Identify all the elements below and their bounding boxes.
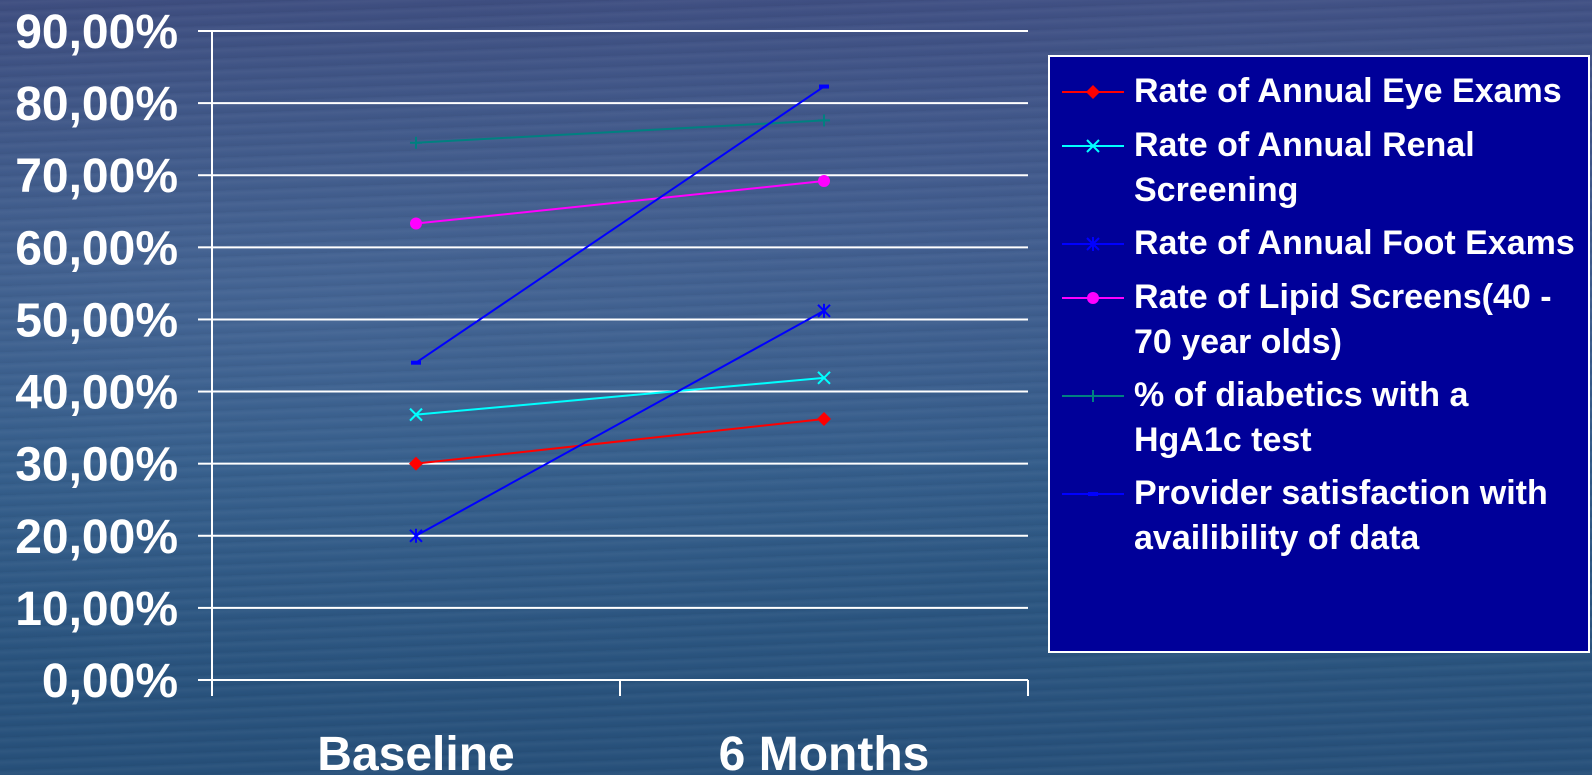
axes — [198, 30, 1029, 696]
legend-swatch — [1062, 237, 1124, 251]
data-point — [817, 303, 831, 318]
legend-marker — [1087, 292, 1099, 304]
series-3 — [409, 303, 831, 543]
series-line — [415, 376, 825, 416]
legend-item: Rate of Annual Renal Screening — [1060, 123, 1582, 213]
series-line — [415, 309, 825, 537]
series-6 — [411, 84, 829, 365]
y-tick-label: 50,00% — [15, 294, 178, 347]
legend-label: Rate of Annual Foot Exams — [1134, 224, 1575, 262]
y-tick-labels: 0,00% 10,00% 20,00% 30,00% 40,00% 50,00% 60,00… — [15, 6, 178, 708]
legend-marker — [1087, 390, 1099, 402]
data-point — [410, 136, 422, 149]
series-2 — [409, 371, 831, 422]
legend-label: % of diabetics with a HgA1c test — [1134, 376, 1469, 459]
legend-item: Rate of Annual Eye Exams — [1060, 69, 1582, 115]
legend-marker — [1086, 139, 1100, 153]
series-line — [415, 119, 825, 144]
series-line — [415, 85, 825, 364]
legend-swatch — [1062, 390, 1124, 402]
x-tick-labels: Baseline 6 Months — [317, 728, 929, 775]
gridlines — [212, 30, 1028, 681]
x-tick-label: 6 Months — [719, 728, 930, 775]
legend-swatch — [1062, 139, 1124, 153]
y-tick-label: 40,00% — [15, 367, 178, 420]
y-tick-label: 30,00% — [15, 439, 178, 492]
y-tick-label: 80,00% — [15, 78, 178, 131]
legend-item: Provider satisfaction with availibility … — [1060, 471, 1582, 561]
series-line — [415, 179, 825, 225]
y-tick-label: 60,00% — [15, 222, 178, 275]
data-point — [409, 407, 423, 422]
legend-marker — [1086, 237, 1100, 251]
data-point — [817, 371, 831, 385]
x-tick-label: Baseline — [317, 728, 514, 775]
legend-item: Rate of Annual Foot Exams — [1060, 221, 1582, 267]
marker-stroke — [817, 371, 831, 385]
data-point — [410, 217, 422, 230]
legend-swatch — [1062, 492, 1124, 496]
legend-label: Rate of Lipid Screens(40 - 70 year olds) — [1134, 278, 1552, 361]
series-4 — [410, 174, 830, 230]
legend-label: Provider satisfaction with availibility … — [1134, 474, 1548, 557]
legend-item: % of diabetics with a HgA1c test — [1060, 373, 1582, 463]
legend-swatch — [1062, 85, 1124, 99]
y-tick-label: 20,00% — [15, 511, 178, 564]
y-tick-label: 70,00% — [15, 150, 178, 203]
data-point — [818, 114, 830, 127]
y-tick-label: 10,00% — [15, 583, 178, 636]
data-point — [409, 456, 423, 471]
legend-label: Rate of Annual Eye Exams — [1134, 72, 1562, 110]
data-point — [818, 174, 830, 187]
data-point — [817, 411, 831, 426]
legend-item: Rate of Lipid Screens(40 - 70 year olds) — [1060, 275, 1582, 365]
marker-stroke — [409, 407, 423, 422]
series-5 — [410, 114, 830, 149]
series-lines — [409, 84, 831, 543]
series-line — [415, 417, 825, 465]
legend-swatch — [1062, 292, 1124, 304]
data-point — [409, 528, 423, 543]
legend: Rate of Annual Eye Exams Rate of Annual R… — [1048, 55, 1590, 653]
series-1 — [409, 411, 831, 471]
marker-stroke — [1086, 139, 1100, 153]
legend-marker — [1086, 85, 1100, 99]
y-tick-label: 90,00% — [15, 6, 178, 59]
y-tick-label: 0,00% — [42, 655, 178, 708]
legend-label: Rate of Annual Renal Screening — [1134, 126, 1475, 209]
